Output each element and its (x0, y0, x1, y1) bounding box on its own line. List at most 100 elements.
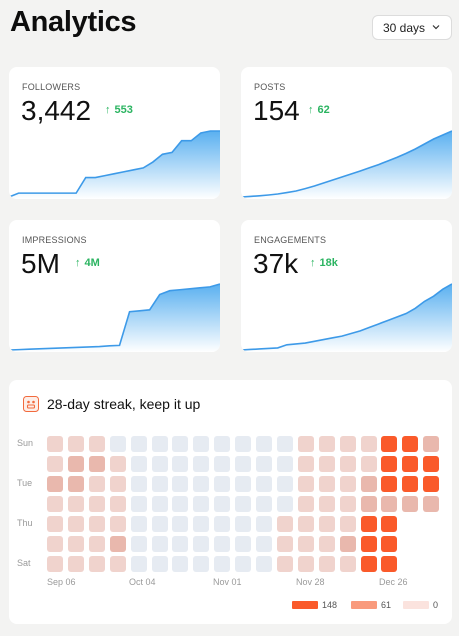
metric-card-posts[interactable]: POSTS 154 ↑ 62 (241, 67, 452, 199)
heatmap-cell[interactable] (172, 456, 189, 472)
heatmap-cell[interactable] (47, 476, 63, 492)
heatmap-cell[interactable] (381, 496, 398, 512)
heatmap-cell[interactable] (88, 476, 105, 492)
heatmap-cell[interactable] (423, 456, 440, 472)
heatmap-cell[interactable] (318, 476, 335, 492)
heatmap-cell[interactable] (360, 456, 377, 472)
heatmap-cell[interactable] (151, 476, 168, 492)
heatmap-cell[interactable] (67, 516, 84, 532)
heatmap-cell[interactable] (235, 536, 252, 552)
heatmap-cell[interactable] (381, 536, 398, 552)
heatmap-cell[interactable] (88, 556, 105, 572)
heatmap-cell[interactable] (214, 476, 231, 492)
heatmap-cell[interactable] (88, 496, 105, 512)
heatmap-cell[interactable] (130, 496, 147, 512)
heatmap-cell[interactable] (235, 556, 252, 572)
heatmap-cell[interactable] (360, 556, 377, 572)
heatmap-cell[interactable] (276, 436, 293, 452)
heatmap-cell[interactable] (67, 456, 84, 472)
heatmap-cell[interactable] (151, 456, 168, 472)
heatmap-cell[interactable] (67, 436, 84, 452)
heatmap-cell[interactable] (130, 556, 147, 572)
heatmap-cell[interactable] (214, 536, 231, 552)
heatmap-cell[interactable] (67, 536, 84, 552)
heatmap-cell[interactable] (297, 436, 314, 452)
heatmap-cell[interactable] (318, 516, 335, 532)
heatmap-cell[interactable] (276, 536, 293, 552)
heatmap-cell[interactable] (193, 516, 210, 532)
heatmap-cell[interactable] (402, 476, 419, 492)
heatmap-cell[interactable] (339, 496, 356, 512)
heatmap-cell[interactable] (297, 476, 314, 492)
heatmap-cell[interactable] (339, 516, 356, 532)
heatmap-cell[interactable] (381, 456, 398, 472)
heatmap-cell[interactable] (214, 456, 231, 472)
heatmap-cell[interactable] (381, 516, 398, 532)
heatmap-cell[interactable] (47, 536, 63, 552)
heatmap-cell[interactable] (130, 536, 147, 552)
heatmap-cell[interactable] (360, 536, 377, 552)
heatmap-cell[interactable] (339, 476, 356, 492)
heatmap-cell[interactable] (256, 436, 272, 452)
heatmap-cell[interactable] (172, 436, 189, 452)
heatmap-cell[interactable] (172, 556, 189, 572)
heatmap-cell[interactable] (235, 436, 252, 452)
heatmap-cell[interactable] (339, 436, 356, 452)
heatmap-cell[interactable] (109, 516, 126, 532)
heatmap-cell[interactable] (151, 436, 168, 452)
heatmap-cell[interactable] (235, 476, 252, 492)
heatmap-cell[interactable] (88, 456, 105, 472)
metric-card-impressions[interactable]: IMPRESSIONS 5M ↑ 4M (9, 220, 220, 352)
heatmap-cell[interactable] (402, 496, 419, 512)
heatmap-cell[interactable] (360, 496, 377, 512)
heatmap-cell[interactable] (109, 476, 126, 492)
heatmap-cell[interactable] (193, 436, 210, 452)
date-range-select[interactable]: 30 days (372, 15, 452, 40)
heatmap-cell[interactable] (109, 496, 126, 512)
heatmap-cell[interactable] (318, 436, 335, 452)
heatmap-cell[interactable] (235, 496, 252, 512)
heatmap-cell[interactable] (256, 556, 272, 572)
heatmap-cell[interactable] (256, 516, 272, 532)
heatmap-cell[interactable] (297, 556, 314, 572)
heatmap-cell[interactable] (130, 516, 147, 532)
heatmap-cell[interactable] (360, 436, 377, 452)
heatmap-cell[interactable] (339, 556, 356, 572)
heatmap-cell[interactable] (47, 556, 63, 572)
heatmap-cell[interactable] (276, 556, 293, 572)
heatmap-cell[interactable] (193, 536, 210, 552)
heatmap-cell[interactable] (67, 496, 84, 512)
heatmap-cell[interactable] (88, 516, 105, 532)
heatmap-cell[interactable] (47, 496, 63, 512)
heatmap-cell[interactable] (256, 476, 272, 492)
heatmap-cell[interactable] (193, 496, 210, 512)
heatmap-cell[interactable] (297, 496, 314, 512)
heatmap-cell[interactable] (214, 516, 231, 532)
metric-card-engagements[interactable]: ENGAGEMENTS 37k ↑ 18k (241, 220, 452, 352)
heatmap-cell[interactable] (423, 496, 440, 512)
heatmap-cell[interactable] (109, 556, 126, 572)
heatmap-cell[interactable] (151, 556, 168, 572)
heatmap-cell[interactable] (402, 456, 419, 472)
heatmap-cell[interactable] (256, 536, 272, 552)
heatmap-cell[interactable] (318, 496, 335, 512)
heatmap-cell[interactable] (172, 536, 189, 552)
heatmap-cell[interactable] (88, 436, 105, 452)
heatmap-cell[interactable] (276, 476, 293, 492)
heatmap-cell[interactable] (109, 456, 126, 472)
heatmap-cell[interactable] (318, 556, 335, 572)
heatmap-cell[interactable] (256, 496, 272, 512)
heatmap-cell[interactable] (235, 456, 252, 472)
heatmap-cell[interactable] (214, 556, 231, 572)
heatmap-cell[interactable] (172, 476, 189, 492)
heatmap-cell[interactable] (318, 456, 335, 472)
heatmap-cell[interactable] (297, 516, 314, 532)
heatmap-cell[interactable] (256, 456, 272, 472)
heatmap-cell[interactable] (67, 556, 84, 572)
heatmap-cell[interactable] (381, 476, 398, 492)
heatmap-cell[interactable] (423, 436, 440, 452)
heatmap-cell[interactable] (130, 456, 147, 472)
heatmap-cell[interactable] (47, 516, 63, 532)
heatmap-cell[interactable] (297, 456, 314, 472)
metric-card-followers[interactable]: FOLLOWERS 3,442 ↑ 553 (9, 67, 220, 199)
